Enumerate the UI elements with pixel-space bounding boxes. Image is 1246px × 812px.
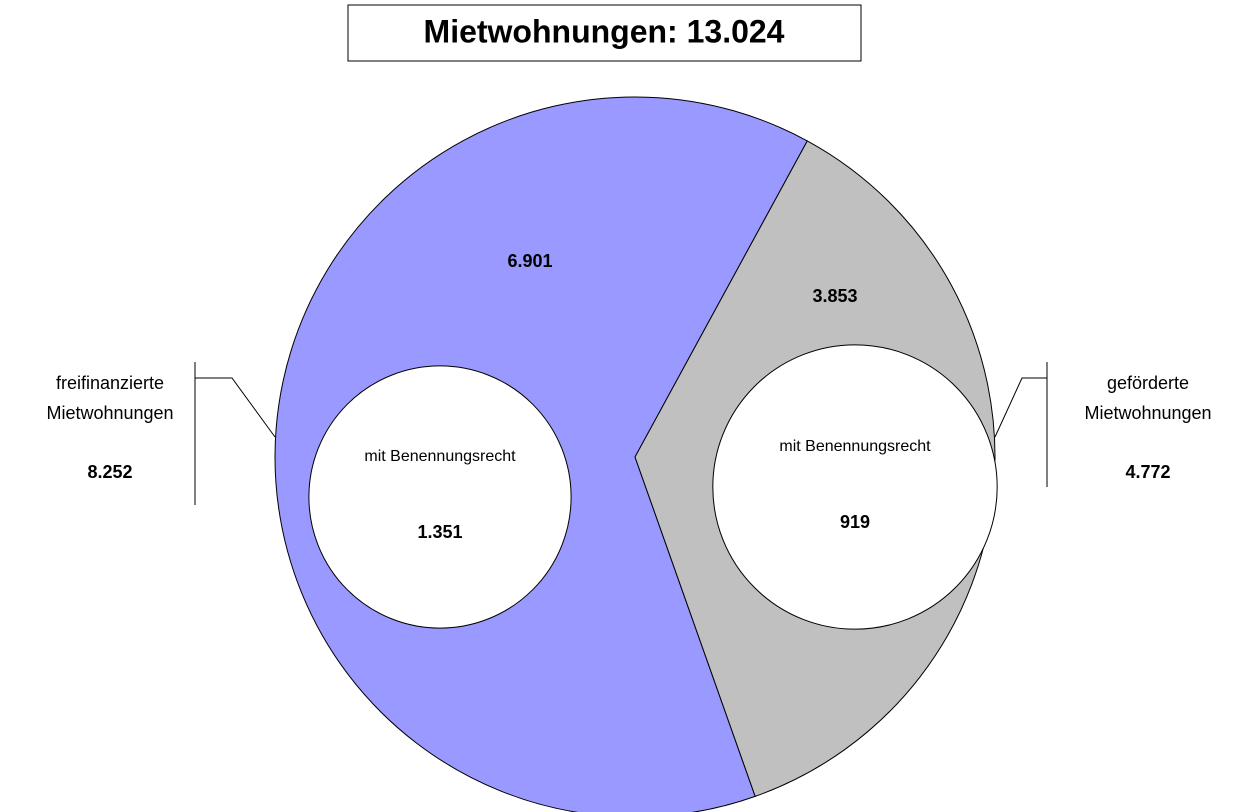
leader-line xyxy=(194,362,276,505)
inner-value-label: 919 xyxy=(840,512,870,532)
category-label: geförderte Mietwohnungen xyxy=(1084,373,1212,423)
leader-line xyxy=(994,362,1048,487)
inner-circle xyxy=(308,365,572,629)
inner-label: mit Benennungsrecht xyxy=(364,448,516,465)
chart-title: Mietwohnungen: 13.024 xyxy=(424,13,785,49)
value-label: 4.772 xyxy=(1125,462,1170,482)
title-box xyxy=(347,4,862,62)
remainder-label: 3.853 xyxy=(812,286,857,306)
inner-circle xyxy=(712,344,998,630)
remainder-label: 6.901 xyxy=(507,251,552,271)
inner-value-label: 1.351 xyxy=(417,522,462,542)
inner-label: mit Benennungsrecht xyxy=(779,438,931,455)
value-label: 8.252 xyxy=(87,462,132,482)
category-label: freifinanzierte Mietwohnungen xyxy=(46,373,174,423)
